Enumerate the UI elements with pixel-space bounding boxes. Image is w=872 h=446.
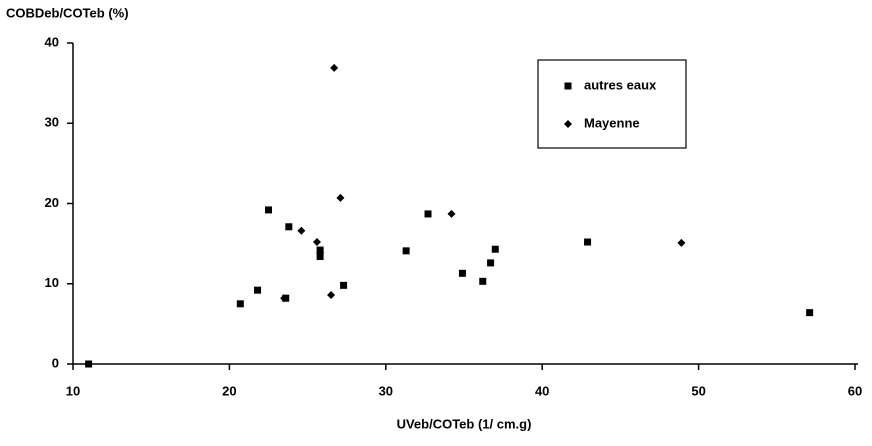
legend-box [537,59,687,149]
point [312,238,321,247]
point [479,277,487,285]
x-tick-label: 50 [691,383,705,398]
point [316,252,324,260]
x-tick-label: 20 [222,383,236,398]
point [280,294,289,303]
point [330,63,339,72]
point [447,209,456,218]
point [806,309,814,317]
point [487,259,495,267]
point [402,247,410,255]
point [340,281,348,289]
legend-marker [564,82,572,90]
point [316,248,325,257]
legend-label: autres eaux [584,77,657,92]
y-tick-label: 0 [52,355,59,370]
y-tick-label: 10 [45,275,59,290]
point [85,360,93,368]
point [424,210,432,218]
point [297,226,306,235]
y-tick-label: 30 [45,115,59,130]
point [254,286,262,294]
x-tick-label: 40 [535,383,549,398]
point [336,193,345,202]
y-tick-label: 20 [45,195,59,210]
y-tick-label: 40 [45,34,59,49]
point [285,223,293,231]
x-tick-label: 60 [848,383,862,398]
point [458,269,466,277]
point [327,290,336,299]
x-tick-label: 30 [379,383,393,398]
x-tick-label: 10 [66,383,80,398]
point [236,300,244,308]
legend-marker [564,120,572,128]
point [265,206,272,214]
point [491,245,499,253]
point [584,238,592,246]
x-axis-label: UVeb/COTeb (1/ cm.g) [397,416,532,431]
point [677,238,686,247]
y-axis-label: COBDeb/COTeb (%) [6,5,129,20]
legend-label: Mayenne [584,115,640,130]
